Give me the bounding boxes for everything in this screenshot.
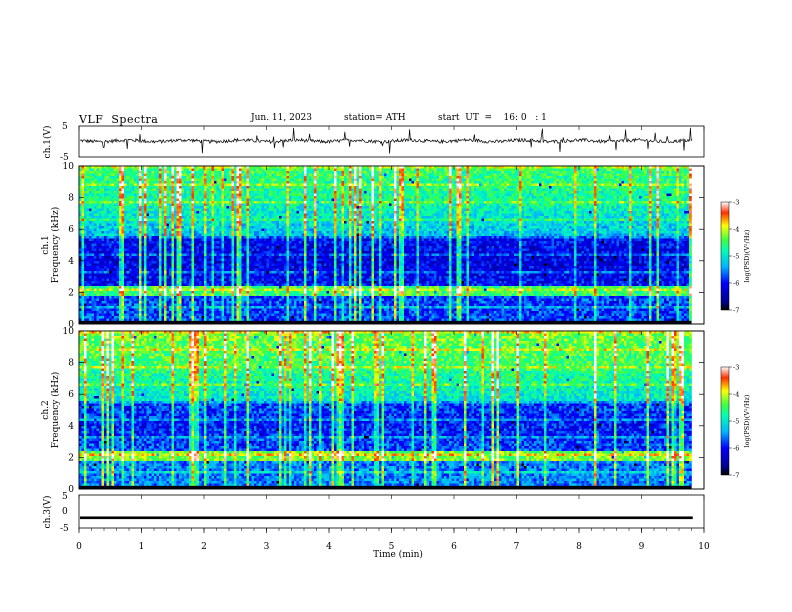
xtick-label: 4 xyxy=(326,542,332,552)
ch1-waveform-line xyxy=(79,127,693,154)
ch1-spec-ylabel-channel: ch.1 xyxy=(41,235,51,254)
colorbar-tick-label: -3 xyxy=(733,364,739,372)
ch2-spec-ylabel-frequency: Frequency (kHz) xyxy=(50,372,61,449)
xtick-label: 10 xyxy=(698,542,710,552)
ch3-ytick-bottom: -5 xyxy=(60,524,69,534)
ch1-ytick-top: 5 xyxy=(62,122,68,132)
colorbar-tick-label: -4 xyxy=(733,391,739,399)
xtick-label: 8 xyxy=(576,542,582,552)
ch1-spec-ylabel-frequency: Frequency (kHz) xyxy=(50,207,61,284)
colorbar-tick-label: -5 xyxy=(733,253,739,261)
spec-bottom-band xyxy=(79,485,692,489)
ch1-spectrogram-image xyxy=(79,166,692,324)
ch1-ytick-bottom: -5 xyxy=(60,153,69,163)
ytick-label: 0 xyxy=(68,485,74,495)
start-time-label: start UT = 16: 0 : 1 xyxy=(438,113,547,123)
time-axis-label: Time (min) xyxy=(373,549,423,560)
colorbar-tick-label: -6 xyxy=(733,280,739,288)
ytick-label: 10 xyxy=(63,327,75,337)
xtick-label: 1 xyxy=(139,542,145,552)
ch3-ylabel: ch.3(V) xyxy=(42,496,53,529)
ytick-label: 8 xyxy=(68,359,74,369)
chart-title: VLF Spectra xyxy=(79,113,158,126)
colorbar-tick-label: -6 xyxy=(733,445,739,453)
ytick-label: 2 xyxy=(68,288,74,298)
ch1-colorbar xyxy=(720,201,730,311)
colorbar-tick-label: -7 xyxy=(733,307,739,315)
ch2-colorbar-label: log(PSD)(V²/Hz) xyxy=(743,394,751,447)
ch1-ylabel: ch.1(V) xyxy=(42,126,53,159)
xtick-label: 6 xyxy=(451,542,457,552)
ytick-label: 8 xyxy=(68,194,74,204)
station-label: station= ATH xyxy=(344,113,406,123)
ytick-label: 2 xyxy=(68,453,74,463)
ytick-label: 10 xyxy=(63,162,75,172)
ch3-ytick-mid: 0 xyxy=(62,507,68,517)
xtick-label: 5 xyxy=(389,542,395,552)
xtick-label: 3 xyxy=(264,542,270,552)
date-label: Jun. 11, 2023 xyxy=(251,113,312,123)
ch3-ytick-top: 5 xyxy=(62,492,68,502)
ch2-spectrogram-image xyxy=(79,331,692,489)
xtick-label: 0 xyxy=(76,542,82,552)
spec-bottom-band xyxy=(79,320,692,324)
ytick-label: 4 xyxy=(68,257,74,267)
ch3-waveform-line xyxy=(80,516,693,520)
colorbar-tick-label: -4 xyxy=(733,226,739,234)
xtick-label: 9 xyxy=(639,542,645,552)
ytick-label: 0 xyxy=(68,320,74,330)
ytick-label: 6 xyxy=(68,390,74,400)
colorbar-tick-label: -5 xyxy=(733,418,739,426)
ch2-colorbar xyxy=(720,366,730,476)
xtick-label: 7 xyxy=(514,542,520,552)
ch1-colorbar-label: log(PSD)(V²/Hz) xyxy=(743,229,751,282)
colorbar-tick-label: -3 xyxy=(733,199,739,207)
ytick-label: 4 xyxy=(68,422,74,432)
ch3-waveform-panel: 5 0 -5 ch.3(V) 0 1 2 3 4 5 6 7 8 9 10 Time (min) xyxy=(42,126,710,560)
ytick-label: 6 xyxy=(68,225,74,235)
ch2-spec-ylabel-channel: ch.2 xyxy=(41,400,51,419)
colorbar-tick-label: -7 xyxy=(733,472,739,480)
ch3-waveform-frame xyxy=(78,494,705,529)
xtick-label: 2 xyxy=(201,542,207,552)
